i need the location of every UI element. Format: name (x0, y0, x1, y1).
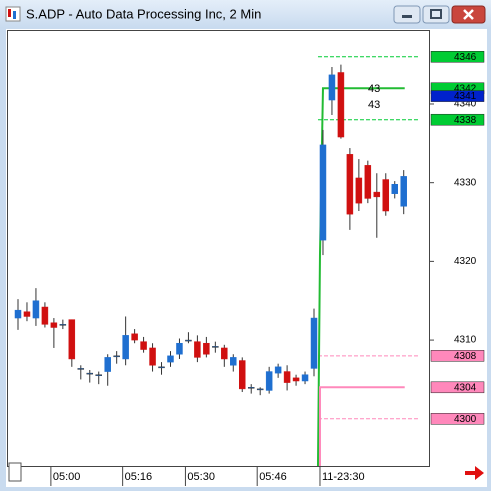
candle-body (230, 357, 237, 366)
candle-body (95, 374, 102, 376)
price-marker-box (430, 381, 485, 394)
x-tick-label: 05:30 (187, 471, 215, 483)
candle-body (32, 300, 40, 319)
candle-body (104, 357, 111, 372)
session-low-line (318, 386, 405, 466)
price-marker-label: 4341 (454, 91, 477, 102)
y-tick-label: 4340 (454, 99, 477, 110)
candle-body (346, 154, 354, 215)
price-marker-box (430, 413, 485, 425)
candle-body (50, 322, 58, 328)
price-marker-box (430, 90, 485, 102)
candle-body (122, 335, 129, 360)
candle-body (319, 144, 327, 241)
candle-body (23, 311, 31, 317)
price-marker-label: 4300 (454, 414, 477, 425)
candle-body (265, 371, 273, 391)
price-marker-box (430, 350, 485, 362)
candle-body (113, 355, 120, 358)
price-marker-label: 4304 (454, 382, 477, 393)
candle-body (212, 346, 219, 348)
candle-body (176, 342, 183, 355)
x-tick-label: 05:46 (259, 471, 287, 483)
close-button[interactable] (451, 5, 486, 24)
x-tick-label: 05:00 (53, 471, 81, 483)
annotation: 43 (368, 99, 380, 111)
candle-body (203, 342, 210, 355)
candle-body (14, 309, 22, 319)
candle-body (382, 179, 390, 212)
scroll-right-arrow[interactable] (465, 466, 484, 480)
candle-body (274, 366, 282, 374)
candle-body (41, 306, 49, 325)
candle-body (247, 387, 255, 389)
candle-body (283, 371, 291, 383)
scroll-box[interactable] (8, 462, 22, 482)
candle-body (391, 184, 398, 194)
candle-body (292, 377, 300, 382)
candle-body (68, 319, 76, 360)
minimize-button[interactable] (393, 5, 421, 24)
price-marker-label: 4338 (454, 115, 477, 126)
candle-body (86, 372, 94, 375)
candle-body (310, 317, 318, 369)
candle-body (167, 355, 174, 363)
candle-body (185, 339, 192, 342)
price-marker-label: 4342 (454, 83, 477, 94)
maximize-button[interactable] (422, 5, 450, 24)
window-title: S.ADP - Auto Data Processing Inc, 2 Min (26, 6, 261, 21)
candle-body (239, 360, 246, 390)
candle-body (131, 333, 138, 341)
candle-body (337, 72, 345, 138)
candle-body (364, 165, 372, 199)
price-marker-box (430, 51, 485, 63)
candle-body (140, 341, 147, 350)
candle-body (301, 374, 309, 382)
annotation: 43 (368, 83, 380, 95)
candle-body (355, 177, 363, 204)
candle-body (149, 347, 156, 366)
candle-body (77, 368, 85, 370)
chart-layer: 4310 4320 4330 4340 05:00 05:16 05:30 05:46 11-2… (14, 51, 485, 486)
price-marker-label: 4308 (454, 351, 477, 362)
candle-body (158, 366, 165, 369)
candle-body (373, 191, 381, 198)
x-tick-label: 11-23:30 (322, 471, 365, 483)
price-marker-label: 4346 (454, 52, 477, 63)
app-icon (5, 6, 21, 22)
x-tick-label: 05:16 (125, 471, 153, 483)
y-tick-label: 4310 (454, 335, 477, 346)
candle-body (59, 324, 67, 326)
candle-body (194, 341, 201, 358)
price-marker-box (430, 113, 485, 126)
candle-body (328, 74, 336, 101)
plot-area (7, 30, 430, 467)
y-tick-label: 4320 (454, 256, 477, 267)
candle-body (400, 176, 407, 207)
candle-body (221, 347, 228, 360)
y-tick-label: 4330 (454, 177, 477, 188)
candle-body (256, 388, 264, 391)
